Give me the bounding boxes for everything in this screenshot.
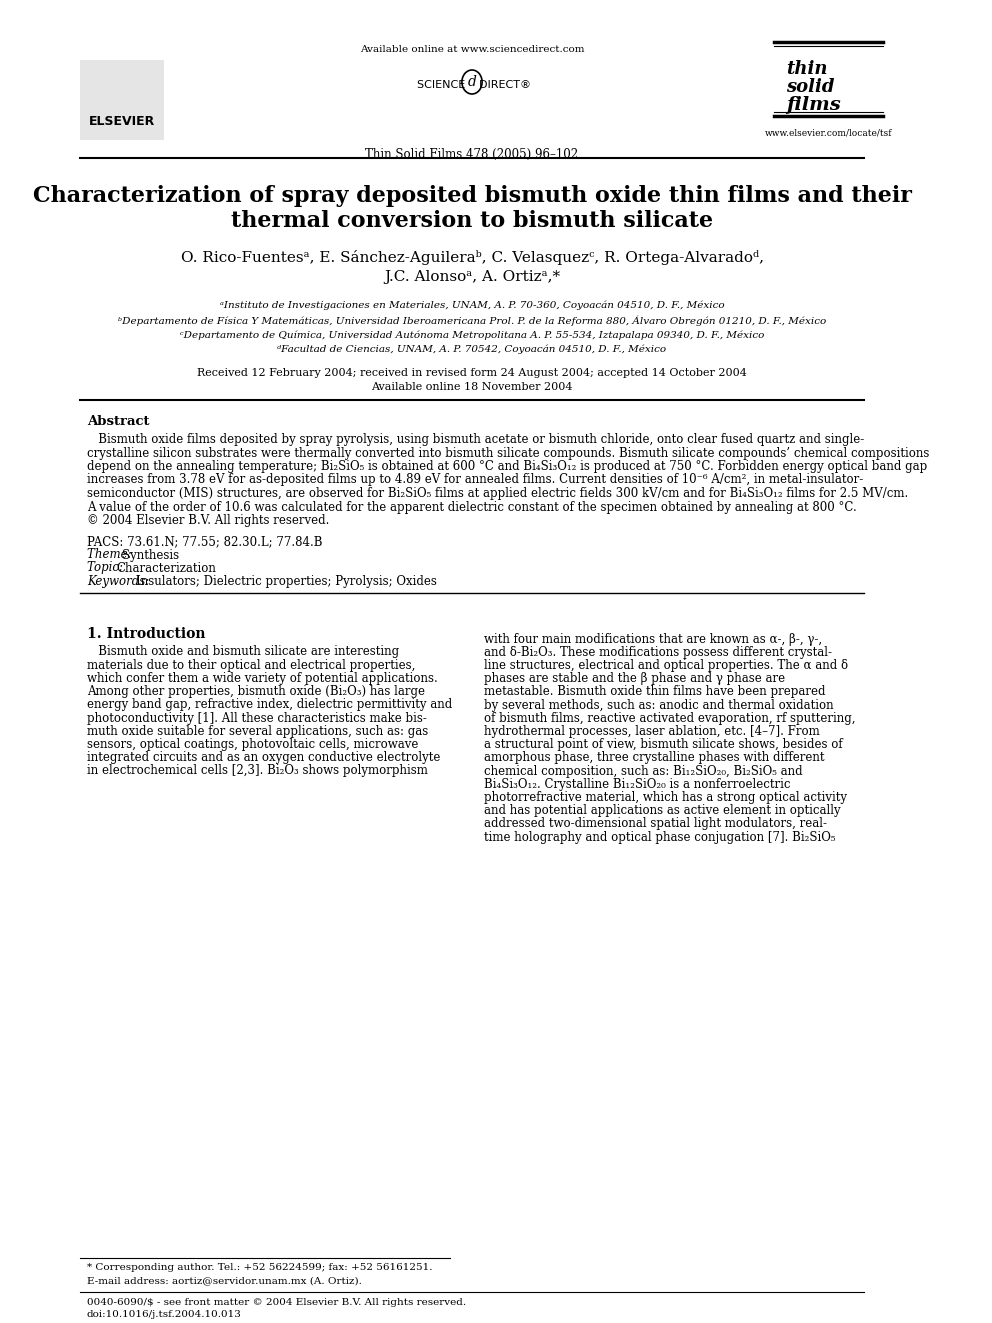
Text: photorrefractive material, which has a strong optical activity: photorrefractive material, which has a s… (484, 791, 847, 804)
Text: addressed two-dimensional spatial light modulators, real-: addressed two-dimensional spatial light … (484, 818, 826, 831)
Text: time holography and optical phase conjugation [7]. Bi₂SiO₅: time holography and optical phase conjug… (484, 831, 835, 844)
Text: increases from 3.78 eV for as-deposited films up to 4.89 eV for annealed films. : increases from 3.78 eV for as-deposited … (87, 474, 863, 487)
Text: and δ-Bi₂O₃. These modifications possess different crystal-: and δ-Bi₂O₃. These modifications possess… (484, 646, 831, 659)
Text: amorphous phase, three crystalline phases with different: amorphous phase, three crystalline phase… (484, 751, 824, 765)
Bar (80, 60, 165, 140)
Text: Abstract: Abstract (87, 415, 150, 429)
Text: with four main modifications that are known as α-, β-, γ-,: with four main modifications that are kn… (484, 632, 822, 646)
Text: hydrothermal processes, laser ablation, etc. [4–7]. From: hydrothermal processes, laser ablation, … (484, 725, 819, 738)
Text: crystalline silicon substrates were thermally converted into bismuth silicate co: crystalline silicon substrates were ther… (87, 446, 930, 459)
Text: 0040-6090/$ - see front matter © 2004 Elsevier B.V. All rights reserved.: 0040-6090/$ - see front matter © 2004 El… (87, 1298, 466, 1307)
Text: Available online at www.sciencedirect.com: Available online at www.sciencedirect.co… (360, 45, 584, 54)
Text: A value of the order of 10.6 was calculated for the apparent dielectric constant: A value of the order of 10.6 was calcula… (87, 500, 857, 513)
Text: sensors, optical coatings, photovoltaic cells, microwave: sensors, optical coatings, photovoltaic … (87, 738, 419, 751)
Text: a structural point of view, bismuth silicate shows, besides of: a structural point of view, bismuth sili… (484, 738, 842, 751)
Text: Bi₄Si₃O₁₂. Crystalline Bi₁₂SiO₂₀ is a nonferroelectric: Bi₄Si₃O₁₂. Crystalline Bi₁₂SiO₂₀ is a no… (484, 778, 791, 791)
Text: materials due to their optical and electrical properties,: materials due to their optical and elect… (87, 659, 416, 672)
Text: depend on the annealing temperature; Bi₂SiO₅ is obtained at 600 °C and Bi₄Si₃O₁₂: depend on the annealing temperature; Bi₂… (87, 460, 928, 474)
Text: doi:10.1016/j.tsf.2004.10.013: doi:10.1016/j.tsf.2004.10.013 (87, 1310, 242, 1319)
Text: 1. Introduction: 1. Introduction (87, 627, 205, 642)
Text: ᵈFacultad de Ciencias, UNAM, A. P. 70542, Coyoacán 04510, D. F., México: ᵈFacultad de Ciencias, UNAM, A. P. 70542… (278, 345, 667, 355)
Text: O. Rico-Fuentesᵃ, E. Sánchez-Aguileraᵇ, C. Velasquezᶜ, R. Ortega-Alvaradoᵈ,: O. Rico-Fuentesᵃ, E. Sánchez-Aguileraᵇ, … (181, 250, 764, 265)
Text: DIRECT®: DIRECT® (472, 79, 531, 90)
Text: energy band gap, refractive index, dielectric permittivity and: energy band gap, refractive index, diele… (87, 699, 452, 712)
Text: d: d (467, 75, 476, 89)
Text: PACS: 73.61.N; 77.55; 82.30.L; 77.84.B: PACS: 73.61.N; 77.55; 82.30.L; 77.84.B (87, 536, 322, 549)
Text: Theme:: Theme: (87, 549, 135, 561)
Text: thin: thin (787, 60, 828, 78)
Text: muth oxide suitable for several applications, such as: gas: muth oxide suitable for several applicat… (87, 725, 429, 738)
Text: Thin Solid Films 478 (2005) 96–102: Thin Solid Films 478 (2005) 96–102 (365, 148, 578, 161)
Text: © 2004 Elsevier B.V. All rights reserved.: © 2004 Elsevier B.V. All rights reserved… (87, 515, 329, 527)
Text: photoconductivity [1]. All these characteristics make bis-: photoconductivity [1]. All these charact… (87, 712, 427, 725)
Text: Bismuth oxide films deposited by spray pyrolysis, using bismuth acetate or bismu: Bismuth oxide films deposited by spray p… (87, 433, 864, 446)
Text: E-mail address: aortiz@servidor.unam.mx (A. Ortiz).: E-mail address: aortiz@servidor.unam.mx … (87, 1275, 362, 1285)
Text: in electrochemical cells [2,3]. Bi₂O₃ shows polymorphism: in electrochemical cells [2,3]. Bi₂O₃ sh… (87, 765, 428, 778)
Text: J.C. Alonsoᵃ, A. Ortizᵃ,*: J.C. Alonsoᵃ, A. Ortizᵃ,* (384, 270, 560, 284)
Text: ELSEVIER: ELSEVIER (89, 115, 156, 128)
Text: line structures, electrical and optical properties. The α and δ: line structures, electrical and optical … (484, 659, 848, 672)
Text: integrated circuits and as an oxygen conductive electrolyte: integrated circuits and as an oxygen con… (87, 751, 440, 765)
Text: Topic:: Topic: (87, 561, 127, 574)
Text: thermal conversion to bismuth silicate: thermal conversion to bismuth silicate (231, 210, 713, 232)
Text: ᶜDepartamento de Química, Universidad Autónoma Metropolitana A. P. 55-534, Iztap: ᶜDepartamento de Química, Universidad Au… (180, 329, 764, 340)
Text: ᵃInstituto de Investigaciones en Materiales, UNAM, A. P. 70-360, Coyoacán 04510,: ᵃInstituto de Investigaciones en Materia… (219, 300, 724, 310)
Text: by several methods, such as: anodic and thermal oxidation: by several methods, such as: anodic and … (484, 699, 833, 712)
Text: films: films (787, 97, 841, 114)
Text: SCIENCE: SCIENCE (417, 79, 472, 90)
Text: and has potential applications as active element in optically: and has potential applications as active… (484, 804, 840, 818)
Text: Available online 18 November 2004: Available online 18 November 2004 (371, 382, 572, 392)
Text: semiconductor (MIS) structures, are observed for Bi₂SiO₅ films at applied electr: semiconductor (MIS) structures, are obse… (87, 487, 909, 500)
Text: Insulators; Dielectric properties; Pyrolysis; Oxides: Insulators; Dielectric properties; Pyrol… (136, 574, 436, 587)
Text: Synthesis: Synthesis (122, 549, 180, 561)
Text: metastable. Bismuth oxide thin films have been prepared: metastable. Bismuth oxide thin films hav… (484, 685, 825, 699)
Text: ᵇDepartamento de Física Y Matemáticas, Universidad Iberoamericana Prol. P. de la: ᵇDepartamento de Física Y Matemáticas, U… (118, 315, 826, 325)
Text: which confer them a wide variety of potential applications.: which confer them a wide variety of pote… (87, 672, 437, 685)
Text: Characterization of spray deposited bismuth oxide thin films and their: Characterization of spray deposited bism… (33, 185, 912, 206)
Text: * Corresponding author. Tel.: +52 56224599; fax: +52 56161251.: * Corresponding author. Tel.: +52 562245… (87, 1263, 433, 1271)
Text: phases are stable and the β phase and γ phase are: phases are stable and the β phase and γ … (484, 672, 785, 685)
Text: Received 12 February 2004; received in revised form 24 August 2004; accepted 14 : Received 12 February 2004; received in r… (197, 368, 747, 378)
Text: Keywords:: Keywords: (87, 574, 153, 587)
Text: of bismuth films, reactive activated evaporation, rf sputtering,: of bismuth films, reactive activated eva… (484, 712, 855, 725)
Text: Characterization: Characterization (116, 561, 216, 574)
Text: Among other properties, bismuth oxide (Bi₂O₃) has large: Among other properties, bismuth oxide (B… (87, 685, 425, 699)
Text: Bismuth oxide and bismuth silicate are interesting: Bismuth oxide and bismuth silicate are i… (87, 646, 399, 659)
Text: www.elsevier.com/locate/tsf: www.elsevier.com/locate/tsf (765, 128, 892, 138)
Text: solid: solid (787, 78, 835, 97)
Text: chemical composition, such as: Bi₁₂SiO₂₀, Bi₂SiO₅ and: chemical composition, such as: Bi₁₂SiO₂₀… (484, 765, 803, 778)
